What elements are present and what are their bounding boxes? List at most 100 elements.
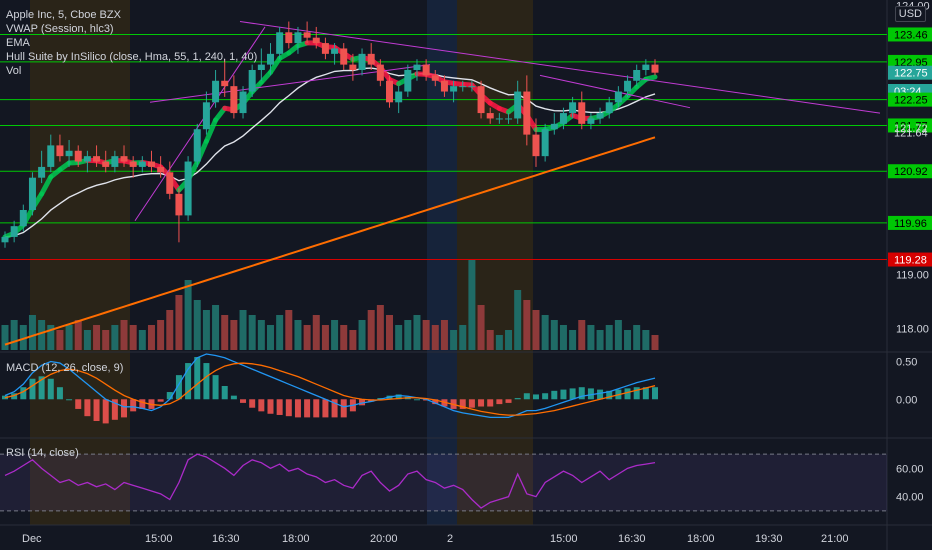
volume-bar <box>422 320 430 350</box>
candle-body <box>129 161 137 167</box>
macd-histogram-bar <box>624 388 631 400</box>
candle-body <box>230 86 238 114</box>
candle-body <box>28 177 36 210</box>
macd-histogram-bar <box>432 399 439 405</box>
macd-histogram-bar <box>505 399 512 403</box>
volume-bar <box>376 305 384 350</box>
macd-histogram-bar <box>322 399 329 418</box>
macd-histogram-bar <box>359 399 366 406</box>
level-label-bg <box>888 164 932 179</box>
candle-body <box>468 86 476 88</box>
macd-histogram-bar <box>468 399 475 408</box>
chart-legend: Apple Inc, 5, Cboe BZX VWAP (Session, hl… <box>6 8 257 78</box>
volume-bar <box>340 325 348 350</box>
volume-bar <box>440 320 448 350</box>
macd-histogram-bar <box>331 399 338 418</box>
macd-histogram-bar <box>569 388 576 400</box>
ema-legend[interactable]: EMA <box>6 37 30 49</box>
volume-bar <box>559 325 567 350</box>
hull-band <box>39 174 54 197</box>
rsi-legend[interactable]: RSI (14, close) <box>6 447 79 459</box>
volume-bar <box>624 330 632 350</box>
volume-bar <box>248 315 256 350</box>
macd-legend[interactable]: MACD (12, 26, close, 9) <box>6 362 124 374</box>
level-price-label: 121.72 <box>894 123 928 135</box>
candle-body <box>386 80 394 103</box>
volume-bar <box>505 330 513 350</box>
volume-bar <box>202 310 210 350</box>
candle-body <box>340 48 348 65</box>
candle-body <box>376 64 384 81</box>
candle-body <box>10 226 18 237</box>
macd-histogram-bar <box>642 387 649 400</box>
volume-bar <box>193 300 201 350</box>
currency-badge[interactable]: USD <box>894 6 926 22</box>
macd-histogram-bar <box>294 399 301 418</box>
macd-histogram-bar <box>633 387 640 400</box>
macd-line <box>4 353 656 419</box>
macd-histogram-bar <box>560 389 567 400</box>
volume-bar <box>605 325 613 350</box>
candle-body <box>202 102 210 130</box>
volume-bar <box>147 325 155 350</box>
macd-histogram-bar <box>395 394 402 400</box>
macd-histogram-bar <box>157 399 164 402</box>
volume-bar <box>157 320 165 350</box>
candle-body <box>331 48 339 54</box>
rsi-tick-label: 60.00 <box>896 463 924 475</box>
candle-body <box>477 86 485 114</box>
candle-body <box>431 75 439 81</box>
level-label-bg <box>888 118 932 133</box>
macd-histogram-bar <box>130 399 137 412</box>
macd-histogram-bar <box>212 375 219 400</box>
candle-body <box>212 80 220 103</box>
level-price-label: 122.25 <box>894 95 928 107</box>
candle-body <box>303 32 311 38</box>
time-axis-label: 20:00 <box>370 533 398 545</box>
volume-bar <box>523 300 531 350</box>
volume-bar <box>294 320 302 350</box>
candle-body <box>175 193 183 216</box>
macd-histogram-bar <box>29 378 36 400</box>
volume-bar <box>349 330 357 350</box>
macd-histogram-bar <box>38 376 45 400</box>
candle-body <box>294 32 302 44</box>
time-axis-label: 16:30 <box>212 533 240 545</box>
volume-bar <box>541 315 549 350</box>
candle-body <box>257 64 265 70</box>
level-price-label: 119.96 <box>894 218 927 230</box>
candle-body <box>495 118 503 120</box>
level-label-bg <box>888 252 932 267</box>
volume-bar <box>93 325 101 350</box>
macd-histogram-bar <box>121 399 128 418</box>
macd-histogram-bar <box>166 392 173 400</box>
volume-bar <box>56 330 64 350</box>
volume-bar <box>65 325 73 350</box>
candle-body <box>147 161 155 167</box>
hull-suite-legend[interactable]: Hull Suite by InSilico (close, Hma, 55, … <box>6 51 258 63</box>
candle-body <box>642 64 650 70</box>
volume-bar <box>74 320 82 350</box>
volume-bar <box>47 325 55 350</box>
candle-body <box>395 91 403 103</box>
volume-bar <box>633 325 641 350</box>
macd-histogram-bar <box>249 399 256 408</box>
vwap-legend[interactable]: VWAP (Session, hlc3) <box>6 23 114 35</box>
volume-bar <box>120 320 128 350</box>
volume-bar <box>184 280 192 350</box>
volume-bar <box>642 330 650 350</box>
volume-legend[interactable]: Vol <box>6 65 22 77</box>
candle-body <box>248 70 256 92</box>
volume-bar <box>468 260 476 350</box>
candle-body <box>38 166 46 178</box>
time-axis-label: 15:00 <box>550 533 578 545</box>
candle-body <box>587 118 595 124</box>
macd-histogram-bar <box>47 378 54 400</box>
candle-body <box>47 145 55 167</box>
macd-signal-line <box>4 362 656 416</box>
symbol-title[interactable]: Apple Inc, 5, Cboe BZX <box>6 9 121 21</box>
volume-bar <box>495 335 503 350</box>
macd-histogram-bar <box>221 385 228 400</box>
macd-histogram-bar <box>111 399 118 420</box>
